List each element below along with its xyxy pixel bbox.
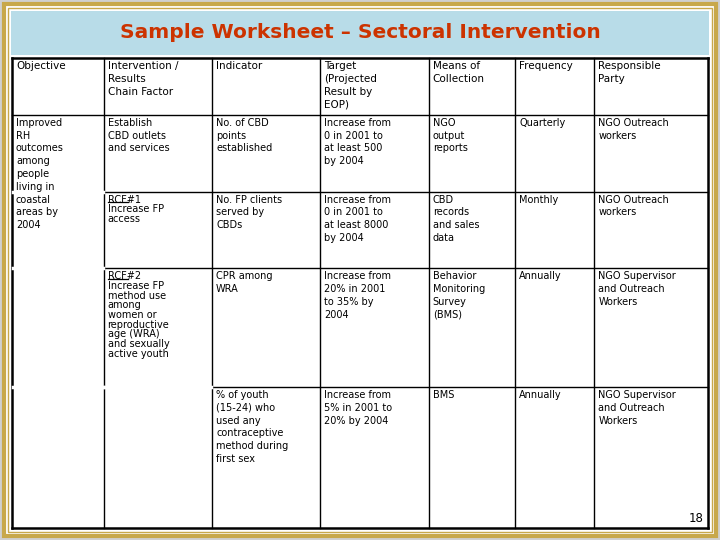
Text: RCF#2: RCF#2: [107, 271, 140, 281]
Text: NGO Outreach
workers: NGO Outreach workers: [598, 118, 669, 141]
Text: access: access: [107, 214, 140, 224]
Text: BMS: BMS: [433, 390, 454, 400]
Text: Monthly: Monthly: [519, 194, 559, 205]
Bar: [12, 58, 708, 528]
Text: RCF#1: RCF#1: [107, 194, 140, 205]
Text: Means of
Collection: Means of Collection: [433, 61, 485, 84]
Text: No. FP clients
served by
CBDs: No. FP clients served by CBDs: [216, 194, 282, 230]
Bar: [11, 11, 709, 55]
Text: Target
(Projected
Result by
EOP): Target (Projected Result by EOP): [325, 61, 377, 110]
Text: Indicator: Indicator: [216, 61, 262, 71]
Text: NGO Supervisor
and Outreach
Workers: NGO Supervisor and Outreach Workers: [598, 271, 676, 307]
Text: and sexually: and sexually: [107, 339, 169, 349]
Text: Frequency: Frequency: [519, 61, 573, 71]
Text: method use: method use: [107, 291, 166, 301]
Text: Responsible
Party: Responsible Party: [598, 61, 661, 84]
Text: Intervention /
Results
Chain Factor: Intervention / Results Chain Factor: [107, 61, 178, 97]
Text: Increase from
5% in 2001 to
20% by 2004: Increase from 5% in 2001 to 20% by 2004: [325, 390, 392, 426]
Text: NGO
output
reports: NGO output reports: [433, 118, 468, 153]
Text: Annually: Annually: [519, 271, 562, 281]
Text: Increase from
0 in 2001 to
at least 500
by 2004: Increase from 0 in 2001 to at least 500 …: [325, 118, 392, 166]
Text: Increase from
0 in 2001 to
at least 8000
by 2004: Increase from 0 in 2001 to at least 8000…: [325, 194, 392, 243]
Text: Quarterly: Quarterly: [519, 118, 566, 128]
Text: reproductive: reproductive: [107, 320, 169, 329]
Text: Behavior
Monitoring
Survey
(BMS): Behavior Monitoring Survey (BMS): [433, 271, 485, 320]
Text: women or: women or: [107, 310, 156, 320]
Text: age (WRA): age (WRA): [107, 329, 159, 339]
Text: % of youth
(15-24) who
used any
contraceptive
method during
first sex: % of youth (15-24) who used any contrace…: [216, 390, 288, 464]
Text: No. of CBD
points
established: No. of CBD points established: [216, 118, 272, 153]
Text: Increase from
20% in 2001
to 35% by
2004: Increase from 20% in 2001 to 35% by 2004: [325, 271, 392, 320]
Text: among: among: [107, 300, 141, 310]
Text: NGO Supervisor
and Outreach
Workers: NGO Supervisor and Outreach Workers: [598, 390, 676, 426]
Text: CPR among
WRA: CPR among WRA: [216, 271, 272, 294]
Text: Objective: Objective: [16, 61, 66, 71]
Text: Establish
CBD outlets
and services: Establish CBD outlets and services: [107, 118, 169, 153]
Text: Increase FP: Increase FP: [107, 281, 163, 291]
Text: 18: 18: [689, 512, 704, 525]
Text: active youth: active youth: [107, 348, 168, 359]
Text: Improved
RH
outcomes
among
people
living in
coastal
areas by
2004: Improved RH outcomes among people living…: [16, 118, 64, 230]
Text: NGO Outreach
workers: NGO Outreach workers: [598, 194, 669, 218]
Text: CBD
records
and sales
data: CBD records and sales data: [433, 194, 480, 243]
Text: Annually: Annually: [519, 390, 562, 400]
Text: Increase FP: Increase FP: [107, 204, 163, 214]
Text: Sample Worksheet – Sectoral Intervention: Sample Worksheet – Sectoral Intervention: [120, 24, 600, 43]
